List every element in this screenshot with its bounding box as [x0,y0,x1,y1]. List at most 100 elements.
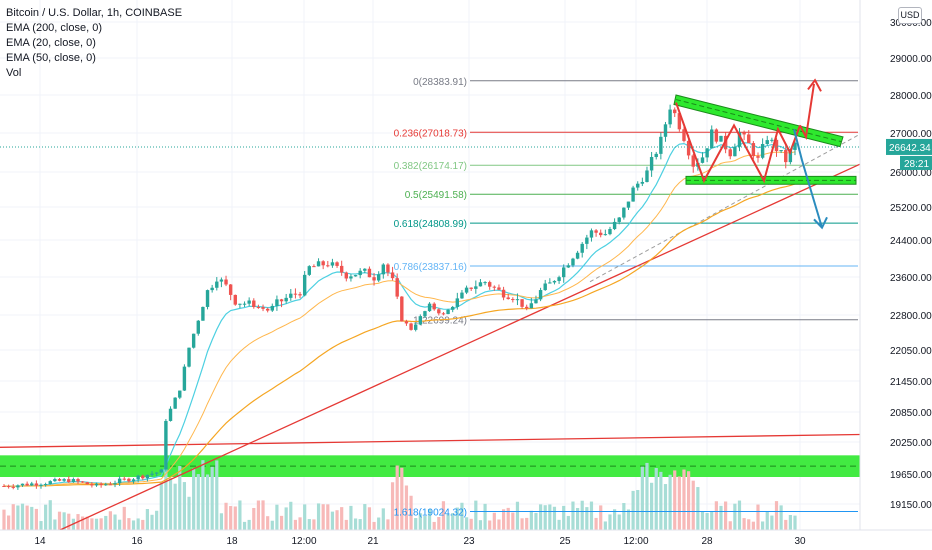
volume-bar [141,519,145,530]
candle-body [446,309,450,315]
volume-bar [793,515,797,530]
volume-bar [16,505,20,530]
volume-bar [53,519,57,530]
candle-body [575,252,580,259]
currency-button[interactable]: USD [898,7,922,24]
candle-body [520,299,524,307]
volume-bar [612,509,617,530]
volume-bar [761,521,765,530]
candle-body [441,313,446,315]
time-axis-bg [0,530,932,550]
candle-body [131,479,136,482]
volume-bar [238,500,242,530]
volume-bar [603,521,607,530]
blue-arrow-head [813,216,828,230]
candle-body [145,474,150,479]
candle-body [460,292,464,299]
candle-body [756,156,760,158]
candle-body [20,483,25,486]
candle-body [168,408,173,421]
volume-bar [293,519,298,530]
candle-body [483,282,487,284]
volume-bar [529,510,533,530]
volume-bar [219,513,224,530]
volume-bar [650,482,654,530]
red-arrow-head [807,78,822,92]
candle-body [191,333,196,348]
volume-bar [312,519,316,530]
candle-body [90,484,94,486]
volume-bar [122,506,126,530]
candle-body [511,299,515,301]
volume-bar [710,511,714,530]
volume-bar [256,500,261,530]
candle-body [594,230,598,233]
volume-bar [131,520,136,530]
candle-body [307,266,311,275]
candle-body [571,258,575,266]
candle-body [506,297,510,300]
zones [0,455,860,477]
volume-bar [562,505,566,530]
candle-body [30,483,34,486]
candle-body [242,303,247,305]
volume-bar [344,519,348,530]
volume-bar [11,504,15,530]
time-tick-label: 12:00 [623,536,648,547]
volume-bar [673,470,677,530]
volume-bar [7,515,11,530]
candle-body [719,135,723,142]
candle-body [751,143,756,157]
candle-body [673,109,677,114]
volume-bar [640,466,644,530]
candle-body [400,296,404,322]
candle-body [154,472,159,474]
volume-bar [99,518,103,530]
volume-bar [178,466,182,530]
volume-bar [770,515,774,530]
dashed-trendline [589,117,891,283]
candle-body [423,311,427,317]
volume-bar [229,506,233,530]
volume-bar [520,518,524,530]
candle-body [67,479,71,483]
volume-bar [427,508,432,530]
volume-bar [390,482,395,530]
volume-bar [289,501,293,530]
volume-bar [654,468,658,530]
descending-channel-band [673,94,844,148]
candle-body [742,132,746,135]
volume-bar [737,500,742,530]
candle-body [187,347,191,367]
volume-bar [626,509,631,530]
candle-body [543,283,547,291]
candle-body [224,279,228,285]
candle-body [677,113,682,130]
candle-body [622,207,626,218]
legend-ema50: EMA (50, close, 0) [6,52,96,64]
candle-body [418,316,423,325]
candle-body [71,479,76,483]
candle-body [228,284,233,295]
fib-label: 0.786(23837.16) [394,262,467,273]
candle-body [747,134,751,144]
volume-bar [622,503,626,530]
candle-body [293,293,298,295]
candle-body [113,483,117,485]
candle-body [788,149,793,163]
volume-bar [247,519,251,530]
volume-bar [104,515,108,530]
volume-bar [719,505,723,530]
volume-bar [552,506,557,530]
volume-bar [404,485,409,530]
candle-body [580,243,584,253]
candle-body [645,170,649,182]
candle-body [94,483,99,486]
candle-body [534,299,538,304]
candle-body [256,307,261,309]
volume-bar [192,468,196,530]
volume-bar [455,507,459,530]
candle-body [62,479,66,481]
volume-bar [252,507,256,530]
